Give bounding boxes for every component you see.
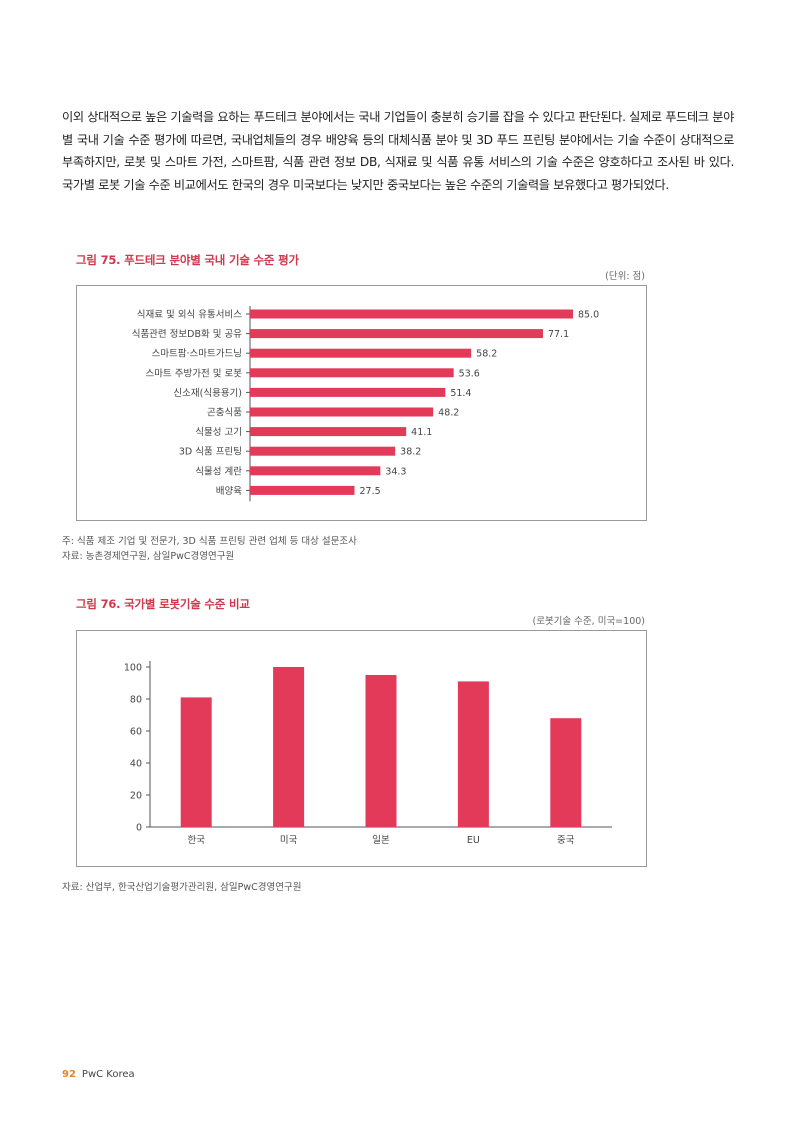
- x-tick-label: EU: [467, 835, 480, 846]
- y-tick-label: 20: [130, 791, 142, 802]
- value-label: 41.1: [411, 427, 432, 438]
- x-tick-label: 일본: [372, 835, 390, 846]
- category-label: 신소재(식용용기): [173, 388, 242, 399]
- bar: [180, 697, 212, 827]
- food-tech-tech-level-chart: 식재료 및 외식 유통서비스 85.0 식품관련 정보DB화 및 공유 77.1 스마트…: [132, 306, 599, 502]
- bar: [250, 427, 407, 437]
- bar: [250, 446, 396, 456]
- value-label: 48.2: [438, 408, 459, 419]
- bar: [273, 667, 305, 827]
- bar: [250, 329, 543, 339]
- category-label: 식물성 고기: [195, 427, 242, 438]
- figure75-notes: 주: 식품 제조 기업 및 전문가, 3D 식품 프린팅 관련 업체 등 대상 …: [62, 534, 357, 564]
- bar: [250, 368, 454, 378]
- bar: [250, 348, 472, 358]
- bar: [250, 407, 434, 417]
- category-label: 식재료 및 외식 유통서비스: [137, 309, 242, 321]
- y-tick-label: 80: [130, 695, 142, 706]
- value-label: 58.2: [476, 349, 497, 360]
- category-label: 스마트팜·스마트가드닝: [152, 349, 242, 360]
- value-label: 27.5: [360, 486, 381, 497]
- category-label: 식품관련 정보DB화 및 공유: [132, 328, 243, 340]
- figure76-title: 그림 76. 국가별 로봇기술 수준 비교: [76, 597, 250, 611]
- footer-brand: PwC Korea: [81, 1069, 135, 1080]
- y-tick-label: 60: [130, 727, 142, 738]
- figure76-frame: 0 20 40 60 80 100 한국 미국 일본 EU 중국: [76, 630, 647, 867]
- x-tick-label: 중국: [557, 835, 575, 846]
- page-footer: 92 PwC Korea: [62, 1069, 135, 1080]
- body-paragraph: 이외 상대적으로 높은 기술력을 요하는 푸드테크 분야에서는 국내 기업들이 …: [62, 110, 734, 192]
- category-label: 스마트 주방가전 및 로봇: [146, 367, 243, 379]
- category-label: 식물성 계란: [195, 465, 242, 477]
- value-label: 34.3: [385, 466, 406, 477]
- bar: [250, 466, 381, 476]
- figure76-unit: (로봇기술 수준, 미국=100): [532, 616, 646, 627]
- figure75-note: 주: 식품 제조 기업 및 전문가, 3D 식품 프린팅 관련 업체 등 대상 …: [62, 536, 357, 547]
- y-tick-label: 0: [136, 823, 142, 834]
- y-tick-label: 40: [130, 759, 142, 770]
- bar: [457, 681, 489, 827]
- figure76-source: 자료: 산업부, 한국산업기술평가관리원, 삼일PwC경영연구원: [62, 882, 302, 893]
- value-label: 77.1: [548, 329, 569, 340]
- category-label: 배양육: [216, 486, 242, 497]
- bar: [250, 387, 446, 397]
- x-tick-label: 미국: [280, 835, 298, 846]
- y-tick-label: 100: [124, 663, 142, 674]
- value-label: 85.0: [578, 310, 599, 321]
- page-number: 92: [62, 1069, 76, 1080]
- value-label: 53.6: [459, 368, 480, 379]
- bar: [550, 718, 582, 827]
- bar: [250, 309, 573, 319]
- category-label: 곤충식품: [207, 408, 242, 419]
- figure75-frame: 식재료 및 외식 유통서비스 85.0 식품관련 정보DB화 및 공유 77.1 스마트…: [76, 285, 647, 521]
- figure75-source: 자료: 농촌경제연구원, 삼일PwC경영연구원: [62, 551, 235, 562]
- bar: [365, 675, 397, 827]
- figure75-title: 그림 75. 푸드테크 분야별 국내 기술 수준 평가: [76, 253, 299, 267]
- category-label: 3D 식품 프린팅: [179, 447, 242, 458]
- robot-tech-level-chart: 0 20 40 60 80 100 한국 미국 일본 EU 중국: [124, 661, 612, 846]
- figure75-unit: (단위: 점): [605, 271, 645, 282]
- x-tick-label: 한국: [187, 835, 205, 846]
- value-label: 38.2: [400, 447, 421, 458]
- bar: [250, 485, 355, 495]
- value-label: 51.4: [450, 388, 471, 399]
